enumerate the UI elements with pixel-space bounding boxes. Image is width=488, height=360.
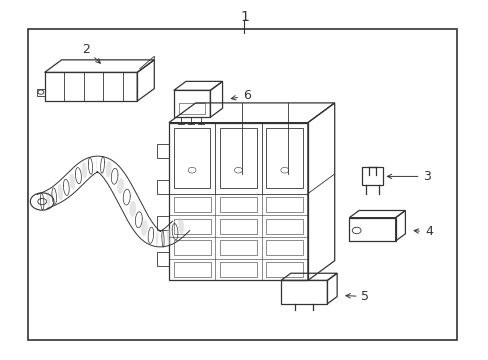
Text: 3: 3	[386, 170, 430, 183]
Bar	[173, 219, 210, 234]
Bar	[265, 197, 303, 212]
Bar	[220, 262, 256, 277]
Bar	[265, 240, 303, 256]
Text: 6: 6	[231, 89, 250, 102]
Bar	[168, 123, 307, 280]
Polygon shape	[81, 162, 87, 178]
Bar	[361, 167, 383, 185]
Bar	[220, 197, 256, 212]
Polygon shape	[129, 201, 136, 217]
Bar	[27, 30, 456, 339]
Polygon shape	[141, 220, 147, 236]
Bar	[266, 128, 303, 188]
Bar	[220, 128, 256, 188]
Polygon shape	[58, 184, 63, 201]
Polygon shape	[46, 191, 50, 207]
Bar	[281, 280, 327, 304]
Bar	[173, 197, 210, 212]
Polygon shape	[155, 230, 158, 247]
Polygon shape	[117, 178, 124, 194]
Bar	[348, 218, 395, 241]
Polygon shape	[69, 174, 75, 190]
Bar	[173, 90, 210, 117]
Bar	[173, 240, 210, 256]
Bar	[173, 128, 210, 188]
Polygon shape	[96, 156, 97, 172]
Polygon shape	[178, 218, 184, 234]
Polygon shape	[166, 228, 171, 244]
Bar	[220, 240, 256, 256]
Bar	[220, 219, 256, 234]
Bar	[265, 262, 303, 277]
Text: 4: 4	[413, 225, 432, 238]
Bar	[173, 262, 210, 277]
Text: 1: 1	[240, 10, 248, 24]
Text: 2: 2	[82, 42, 100, 63]
Text: 5: 5	[345, 290, 368, 303]
Bar	[265, 219, 303, 234]
Polygon shape	[105, 161, 111, 177]
Bar	[178, 103, 205, 114]
